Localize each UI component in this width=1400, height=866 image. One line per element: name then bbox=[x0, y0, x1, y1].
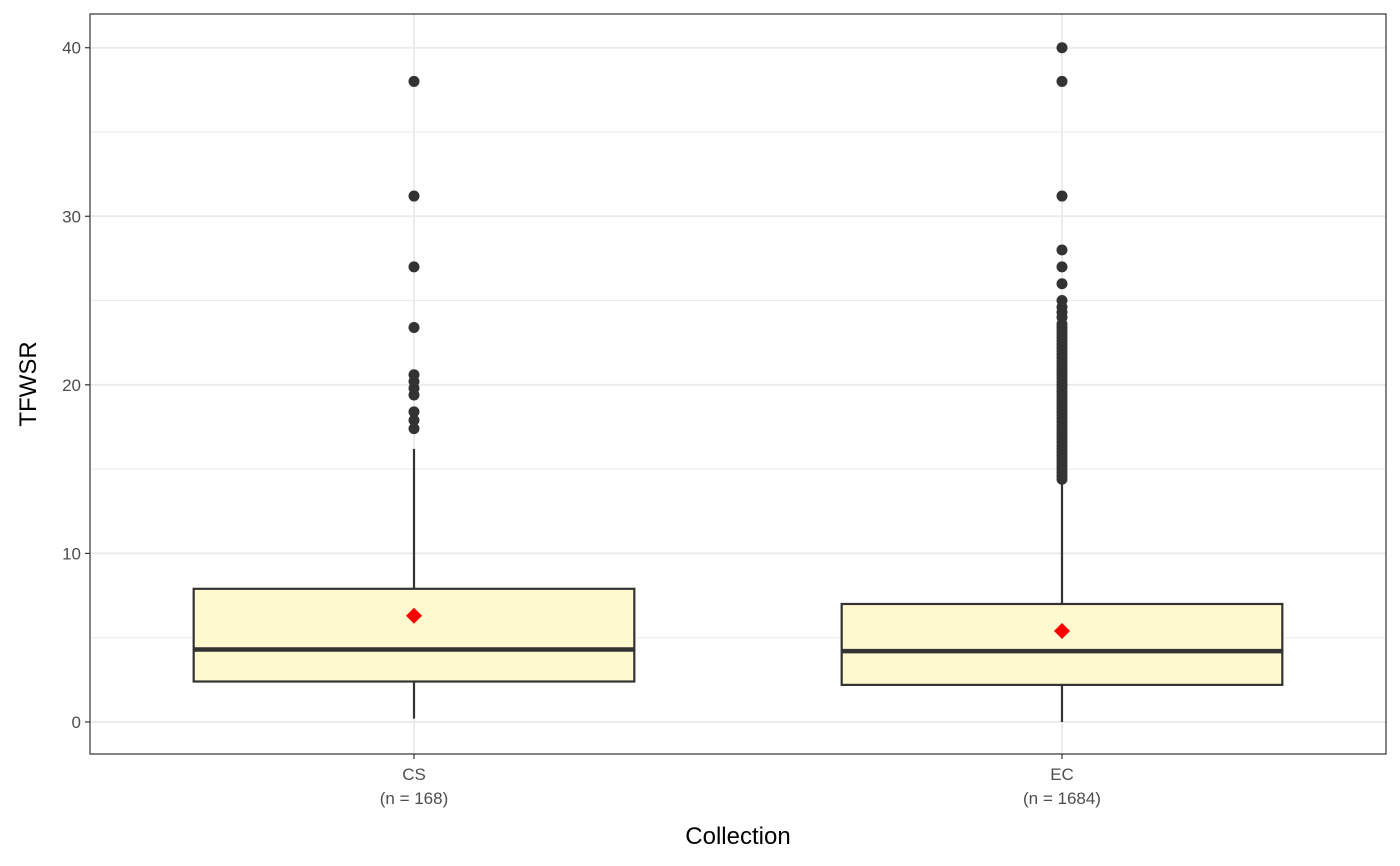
box-ec bbox=[840, 602, 1284, 686]
outlier-point bbox=[408, 414, 420, 426]
y-tick-label: 20 bbox=[62, 376, 81, 395]
outlier-point bbox=[1056, 278, 1068, 290]
x-axis-title: Collection bbox=[685, 823, 790, 850]
boxes-layer bbox=[192, 448, 1284, 722]
outlier-point bbox=[408, 261, 420, 273]
y-tick-label: 10 bbox=[62, 544, 81, 563]
outlier-point bbox=[1056, 244, 1068, 256]
outlier-point bbox=[408, 190, 420, 202]
outlier-point bbox=[408, 406, 420, 418]
outlier-point bbox=[408, 322, 420, 334]
y-tick-label: 0 bbox=[72, 713, 81, 732]
x-tick-label: EC bbox=[1050, 765, 1074, 784]
y-axis: 0 10 20 30 40 bbox=[62, 39, 90, 732]
mean-marker bbox=[406, 607, 422, 624]
y-tick-label: 40 bbox=[62, 39, 81, 58]
outlier-point bbox=[408, 369, 420, 381]
outlier-point bbox=[408, 75, 420, 87]
outlier-point bbox=[1056, 261, 1068, 273]
outlier-point bbox=[1056, 42, 1068, 54]
outlier-point bbox=[1056, 295, 1068, 307]
y-axis-title: TFWSR bbox=[15, 341, 42, 426]
mean-marker bbox=[1054, 622, 1070, 639]
x-axis: CS (n = 168) EC (n = 1684) bbox=[380, 754, 1101, 808]
outliers-layer bbox=[408, 42, 1068, 485]
x-tick-sublabel: (n = 168) bbox=[380, 789, 449, 808]
outlier-point bbox=[1056, 190, 1068, 202]
y-tick-label: 30 bbox=[62, 207, 81, 226]
box-cs bbox=[192, 587, 636, 683]
x-tick-sublabel: (n = 1684) bbox=[1023, 789, 1101, 808]
panel-border bbox=[89, 13, 1387, 755]
x-tick-label: CS bbox=[402, 765, 426, 784]
outlier-point bbox=[408, 423, 420, 435]
mean-markers-layer bbox=[406, 607, 1070, 639]
outlier-point bbox=[1056, 75, 1068, 87]
